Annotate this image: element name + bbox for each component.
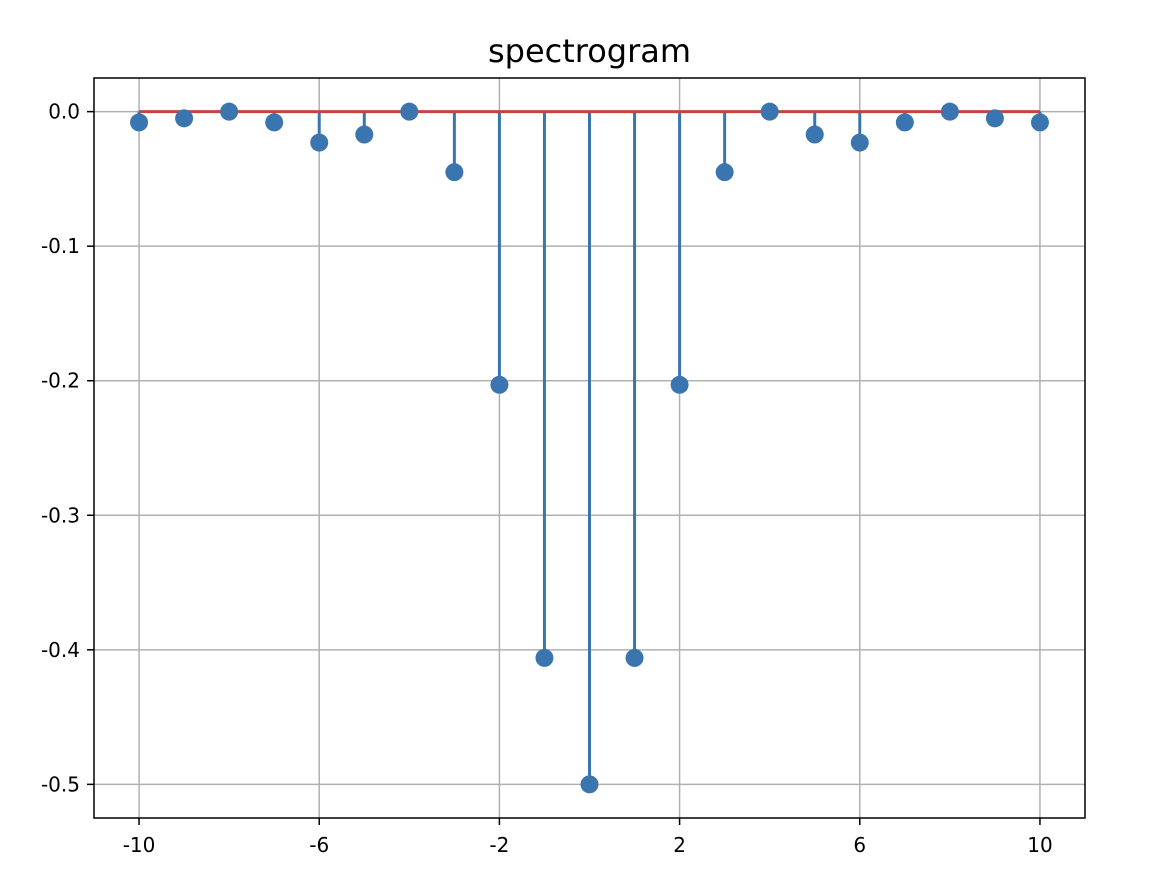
stem-marker (400, 102, 419, 121)
stem-marker (220, 102, 239, 121)
y-tick-label: -0.5 (41, 772, 80, 796)
stem-marker (535, 648, 554, 667)
stem-marker (940, 102, 959, 121)
stem-marker (490, 375, 509, 394)
x-tick-label: 6 (853, 833, 866, 857)
stem-markers (130, 102, 1049, 794)
y-tick-label: -0.3 (41, 503, 80, 527)
stem-marker (715, 163, 734, 182)
x-tick-label: -2 (489, 833, 509, 857)
stem-marker (985, 109, 1004, 128)
stem-marker (580, 775, 599, 794)
y-tick-label: -0.2 (41, 369, 80, 393)
stem-marker (805, 125, 824, 144)
stem-marker (760, 102, 779, 121)
x-tick-label: -10 (123, 833, 156, 857)
stem-marker (130, 113, 149, 132)
x-tick-label: 2 (673, 833, 686, 857)
stem-marker (445, 163, 464, 182)
stem-marker (265, 113, 284, 132)
y-tick-label: -0.1 (41, 234, 80, 258)
stem-marker (895, 113, 914, 132)
y-tick-label: -0.4 (41, 638, 80, 662)
stem-marker (175, 109, 194, 128)
y-axis-ticks: 0.0 -0.1 -0.2 -0.3 -0.4 -0.5 (41, 100, 94, 796)
stem-marker (1030, 113, 1049, 132)
x-tick-label: -6 (309, 833, 329, 857)
stem-marker (355, 125, 374, 144)
chart-title: spectrogram (488, 32, 691, 70)
plot-area-frame (93, 77, 1086, 819)
stem-marker (850, 133, 869, 152)
stem-marker (670, 375, 689, 394)
y-tick-label: 0.0 (48, 100, 80, 124)
stem-marker (310, 133, 329, 152)
x-tick-label: 10 (1027, 833, 1052, 857)
x-axis-ticks: -10 -6 -2 2 6 10 (123, 818, 1053, 857)
stem-marker (625, 648, 644, 667)
